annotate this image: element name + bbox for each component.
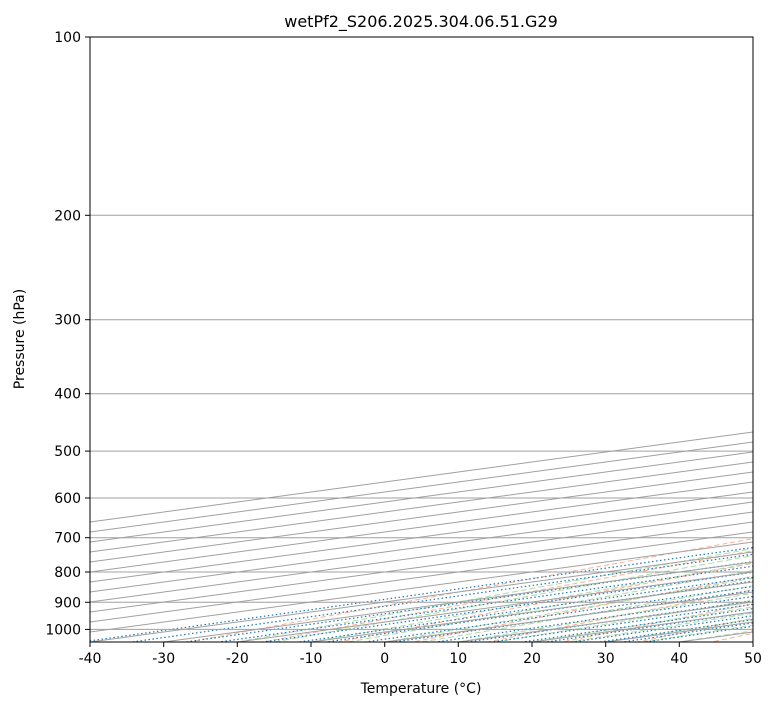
y-tick-label: 400 xyxy=(54,387,81,403)
y-tick-label: 200 xyxy=(54,208,81,224)
x-tick-label: -30 xyxy=(152,651,175,667)
chart-title: wetPf2_S206.2025.304.06.51.G29 xyxy=(284,12,558,32)
x-axis-label: Temperature (°C) xyxy=(360,681,482,697)
y-tick-label: 100 xyxy=(54,30,81,46)
x-tick-label: 20 xyxy=(523,651,541,667)
y-tick-label: 300 xyxy=(54,313,81,329)
plot-area xyxy=(90,37,753,642)
y-axis-label: Pressure (hPa) xyxy=(12,289,28,389)
y-tick-label: 600 xyxy=(54,491,81,507)
y-tick-label: 700 xyxy=(54,531,81,547)
x-tick-label: -10 xyxy=(300,651,323,667)
y-tick-label: 1000 xyxy=(45,622,81,638)
x-tick-label: -40 xyxy=(79,651,102,667)
y-tick-label: 900 xyxy=(54,595,81,611)
x-tick-label: 0 xyxy=(380,651,389,667)
x-tick-label: 50 xyxy=(744,651,762,667)
x-tick-label: 40 xyxy=(670,651,688,667)
y-tick-label: 500 xyxy=(54,444,81,460)
x-tick-label: 10 xyxy=(449,651,467,667)
y-tick-label: 800 xyxy=(54,565,81,581)
x-tick-label: 30 xyxy=(597,651,615,667)
x-tick-label: -20 xyxy=(226,651,249,667)
